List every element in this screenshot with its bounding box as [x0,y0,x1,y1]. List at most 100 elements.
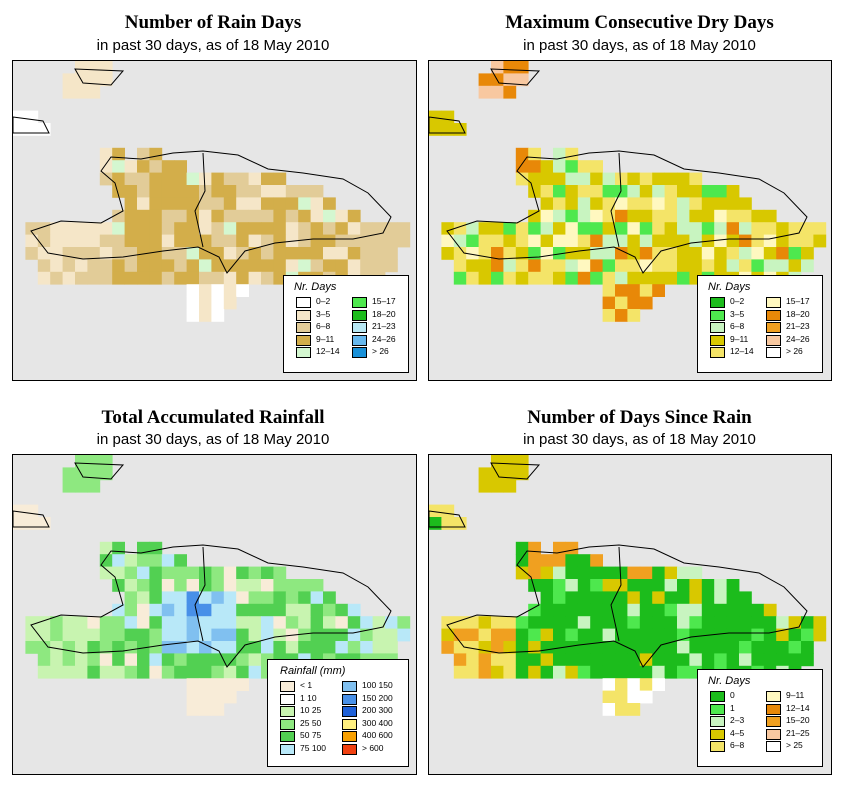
grid-cell [236,259,249,273]
grid-cell [248,579,262,592]
grid-cell [149,234,163,248]
grid-cell [627,172,641,186]
grid-cell [186,591,200,605]
grid-cell [689,591,703,605]
grid-cell [701,591,715,605]
grid-cell [441,628,455,642]
grid-cell [664,222,678,235]
rain-days-grid [13,61,411,322]
grid-cell [335,222,349,235]
grid-cell [788,222,802,235]
grid-cell [385,616,398,629]
grid-cell [627,247,641,260]
legend-label: 0 [730,690,735,700]
grid-cell [652,209,665,223]
grid-cell [565,234,579,248]
grid-cell [199,296,212,310]
grid-cell [199,284,212,297]
grid-cell [763,247,777,260]
grid-cell [677,222,690,235]
grid-cell [347,641,361,654]
grid-cell [323,591,336,605]
grid-cell [372,628,386,642]
grid-cell [211,690,225,704]
grid-cell [751,653,765,667]
grid-cell [223,185,237,198]
grid-cell [639,284,653,297]
grid-cell [714,579,727,592]
grid-cell [25,222,39,235]
legend-label: 24–26 [786,333,810,344]
grid-cell [503,665,517,679]
grid-cell [25,110,39,124]
grid-cell [236,222,249,235]
grid-cell [211,628,225,642]
grid-cell [627,566,641,580]
grid-cell [62,628,76,642]
grid-cell [491,479,504,493]
grid-cell [137,628,150,642]
grid-cell [739,628,752,642]
grid-cell [75,247,88,260]
legend-swatch [766,347,781,358]
grid-cell [466,653,479,667]
grid-cell [99,61,113,74]
grid-cell [199,222,212,235]
grid-cell [540,222,554,235]
grid-cell [590,197,603,211]
grid-cell [112,234,125,248]
grid-cell [615,566,628,580]
grid-cell [478,222,492,235]
grid-cell [813,222,827,235]
grid-cell [273,579,287,592]
grid-cell [602,309,616,322]
grid-cell [223,566,237,580]
grid-cell [701,185,715,198]
grid-cell [763,259,777,273]
grid-cell [62,234,76,248]
grid-cell [310,259,324,273]
grid-cell [565,616,579,629]
legend-swatch [342,731,357,742]
grid-cell [236,653,249,667]
grid-cell [602,603,616,617]
grid-cell [429,123,442,136]
grid-cell [664,616,678,629]
grid-cell [639,579,653,592]
grid-cell [677,579,690,592]
grid-cell [310,579,324,592]
grid-cell [751,209,765,223]
grid-cell [491,61,504,74]
grid-cell [491,455,504,468]
grid-cell [124,234,138,248]
grid-cell [602,222,616,235]
grid-cell [149,616,163,629]
grid-cell [714,222,727,235]
grid-cell [124,641,138,654]
grid-cell [478,616,492,629]
grid-cell [199,247,212,260]
grid-cell [540,628,554,642]
grid-cell [553,172,566,186]
grid-cell [701,579,715,592]
islet-outline [490,462,541,480]
grid-cell [347,222,361,235]
grid-cell [652,566,665,580]
grid-cell [75,628,88,642]
grid-cell [726,222,740,235]
grid-cell [25,616,39,629]
grid-cell [186,247,200,260]
grid-cell [652,271,665,285]
grid-cell [261,209,274,223]
grid-cell [627,591,641,605]
grid-cell [677,197,690,211]
grid-cell [223,234,237,248]
legend-label: 2–3 [730,715,745,725]
grid-cell [503,222,517,235]
grid-cell [491,222,504,235]
grid-cell [174,259,187,273]
grid-cell [478,628,492,642]
grid-cell [590,222,603,235]
grid-cell [565,271,579,285]
panel-since-rain: Number of Days Since Rain in past 30 day… [426,395,853,793]
